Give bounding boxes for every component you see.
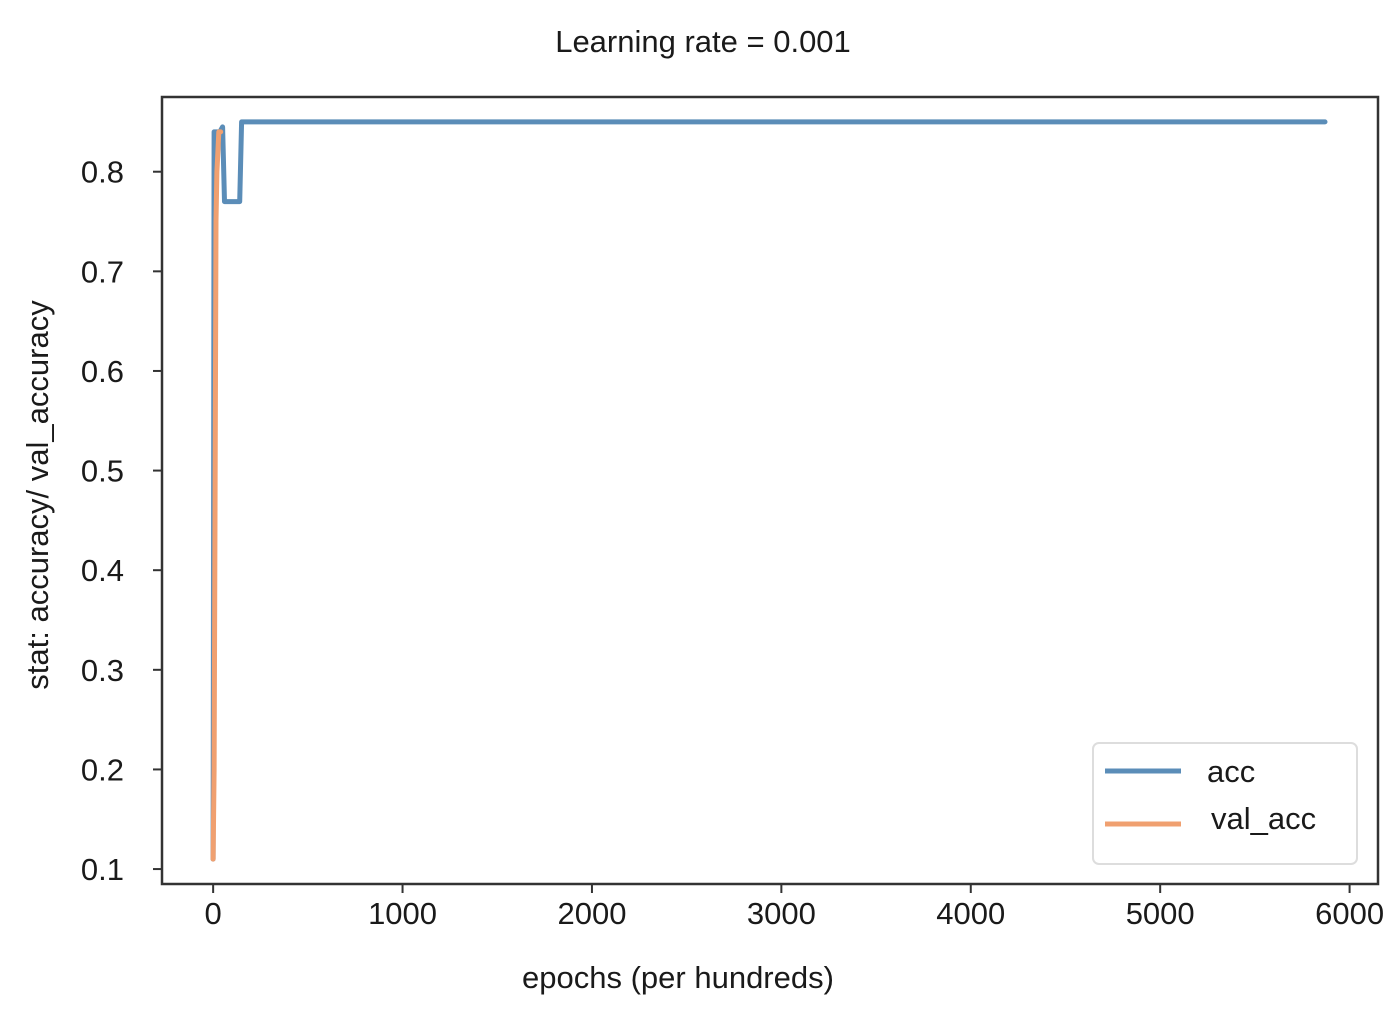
x-axis: 0 1000 2000 3000 4000 5000 6000	[205, 884, 1384, 931]
x-tick-label-2: 2000	[557, 896, 626, 931]
x-tick-label-4: 4000	[936, 896, 1005, 931]
chart-title: Learning rate = 0.001	[555, 24, 851, 59]
legend-label-acc: acc	[1207, 754, 1255, 789]
series-layer	[210, 119, 1328, 862]
x-tick-label-5: 5000	[1126, 896, 1195, 931]
y-tick-label-6: 0.7	[81, 254, 124, 289]
x-tick-label-1: 1000	[368, 896, 437, 931]
y-axis-label: stat: accuracy/ val_accuracy	[20, 300, 55, 690]
x-tick-label-0: 0	[205, 896, 222, 931]
y-tick-label-7: 0.8	[81, 155, 124, 190]
y-tick-label-1: 0.2	[81, 752, 124, 787]
y-tick-label-2: 0.3	[81, 653, 124, 688]
y-tick-label-3: 0.4	[81, 553, 124, 588]
x-tick-label-3: 3000	[747, 896, 816, 931]
y-axis: 0.1 0.2 0.3 0.4 0.5 0.6 0.7 0.8	[81, 155, 162, 887]
x-axis-label: epochs (per hundreds)	[522, 960, 834, 995]
x-tick-label-6: 6000	[1315, 896, 1384, 931]
legend-label-val-acc: val_acc	[1211, 801, 1316, 836]
series-line-val-acc	[210, 129, 224, 862]
y-tick-label-4: 0.5	[81, 454, 124, 489]
y-tick-label-0: 0.1	[81, 852, 124, 887]
legend: acc val_acc	[1092, 742, 1358, 865]
y-tick-label-5: 0.6	[81, 354, 124, 389]
